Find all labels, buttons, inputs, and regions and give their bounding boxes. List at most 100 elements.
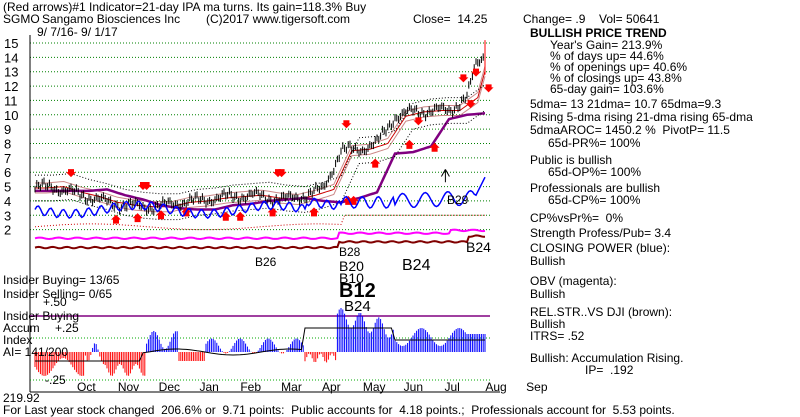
sell-arrow [471,68,481,77]
x-tick-label: Mar [281,380,302,394]
signal-label: B24 [344,298,371,315]
signal-label: B26 [255,255,277,269]
signal-label: B24 [402,257,431,274]
y-tick-label: 4 [4,194,11,209]
sell-arrow [458,74,469,83]
y-tick-label: 2 [4,223,11,238]
sidebar-line: % of openings up= 40.6% [550,60,688,74]
envelope-upper [35,84,486,195]
indicator-title: (Red arrows)#1 Indicator=21-day IPA ma t… [3,0,367,14]
y-tick-label: 14 [4,50,18,65]
plus50-label: +.50 [43,295,67,309]
x-tick-label: Apr [322,380,341,394]
buy-arrow [404,139,415,149]
ai-label: AI= 141/200 [3,345,69,359]
buy-arrow [156,210,166,220]
y-tick-label: 10 [4,108,18,123]
ma-band-upper [35,65,486,203]
sidebar-line: IP= .192 [585,363,634,377]
x-tick-label: Nov [118,380,139,394]
sell-arrow [141,182,152,191]
x-tick-label: Dec [159,380,180,394]
x-tick-label: Jan [200,380,219,394]
x-tick-label: May [363,380,386,394]
signal-label: B12 [339,280,376,302]
y-tick-label: 7 [4,151,11,166]
x-tick-label: Oct [77,380,96,394]
date-range: 9/ 7/16- 9/ 1/17 [37,25,118,39]
footer-summary: For Last year stock changed 206.6% or 9.… [3,403,675,417]
ticker-symbol: SGMO [3,12,40,26]
sidebar-line: 5dmaAROC= 1450.2 % PivotP= 11.5 [530,123,730,137]
buy-arrow [220,211,231,221]
sidebar-line: Bullish [530,317,566,331]
buy-arrow [111,214,121,224]
sell-arrow [66,169,76,178]
y-tick-label: 6 [4,165,11,180]
x-tick-label: Feb [240,380,261,394]
sidebar-line: 65d-CP%= 100% [548,193,641,207]
signal-label: B20 [339,258,364,274]
signal-label: B10 [339,270,364,286]
accum-label: Accum [3,321,40,335]
minus25-label: -.25 [45,373,66,387]
sell-arrow [465,100,476,109]
sidebar-line: Rising 5-dma rising 21-dma rising 65-dma [530,110,753,124]
sidebar-line: OBV (magenta): [530,274,617,288]
insider-buying-label-2: Insider Buying [3,309,80,323]
sidebar-line: ITRS= .52 [530,329,585,343]
y-tick-label: 13 [4,65,18,80]
sell-arrow [413,117,424,126]
buy-arrow [309,207,319,217]
y-tick-label: 8 [4,137,11,152]
sidebar-line: CLOSING POWER (blue): [530,241,671,255]
change-value: Change= .9 [523,12,586,26]
ma-band-lower [35,76,486,213]
sidebar-line: % of days up= 44.6% [550,49,664,63]
sidebar-line: Professionals are bullish [530,181,661,195]
sidebar-line: Year's Gain= 213.9% [550,38,663,52]
pivot-arrow [440,169,450,183]
obv-line [34,228,486,241]
y-tick-label: 5 [4,180,11,195]
volume-value: Vol= 50641 [599,12,660,26]
buy-arrow [132,213,143,223]
y-tick-label: 11 [4,93,18,108]
signal-label: B28 [339,245,361,259]
sidebar-line: Public is bullish [530,153,613,167]
sell-arrow [276,169,287,178]
closing-power-line [34,176,486,220]
x-tick-label: Sep [526,380,548,394]
buy-arrow [370,158,381,168]
y-tick-label: 9 [4,122,11,137]
plus25-label: +.25 [55,321,79,335]
sidebar-line: REL.STR..VS DJI (brown): [530,305,673,319]
sidebar-line: Bullish [530,254,566,268]
sidebar-line: 5dma= 13 21dma= 10.7 65dma=9.3 [530,97,722,111]
x-tick-label: Aug [485,380,506,394]
cp-ma-line [34,214,485,231]
buy-arrow [429,142,440,152]
x-tick-label: Jun [404,380,423,394]
sidebar-line: 65-day gain= 103.6% [550,82,664,96]
signal-label: B24 [466,239,491,255]
ma65-line [35,112,486,211]
buy-arrow [267,207,278,217]
insider-selling-label: Insider Selling= 0/65 [3,287,113,301]
buy-arrow [348,195,359,205]
company-name: Sangamo Biosciences Inc [42,12,181,26]
buy-arrow [235,211,246,221]
sidebar-line: Bullish: Accumulation Rising. [530,351,684,365]
sidebar-line: CP%vsPr%= 0% [530,211,624,225]
copyright: (C)2017 www.tigersoft.com [206,12,351,26]
bottom-value: 219.92 [3,391,40,405]
sidebar-line: 65d-OP%= 100% [548,165,642,179]
y-tick-label: 12 [4,79,18,94]
x-tick-label: Jul [445,380,460,394]
signal-label: B29 [447,193,469,207]
y-tick-label: 3 [4,208,11,223]
accum-ma-line [35,327,485,362]
sell-arrow [341,120,352,129]
y-tick-label: 15 [4,36,18,51]
